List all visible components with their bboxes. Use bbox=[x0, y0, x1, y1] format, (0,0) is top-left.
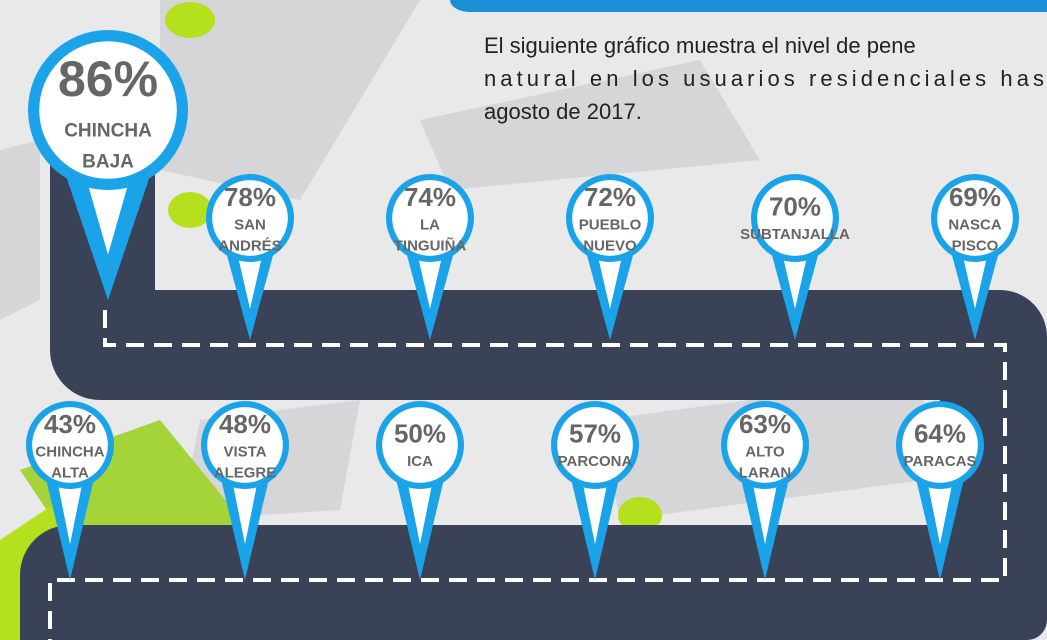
pin: 70% SUBTANJALLA bbox=[740, 174, 850, 340]
pin-name: LARAN bbox=[739, 464, 792, 481]
pin-face bbox=[572, 180, 648, 256]
intro-line: agosto de 2017. bbox=[484, 99, 642, 124]
pin-pointer-inner bbox=[961, 251, 989, 309]
pin: 86% CHINCHA BAJA bbox=[28, 30, 188, 300]
pin-name: ALTO bbox=[745, 443, 785, 460]
pin: 72% PUEBLO NUEVO bbox=[566, 174, 654, 340]
pin-value: 50% bbox=[394, 418, 446, 448]
pin-name: ALEGRE bbox=[214, 464, 277, 481]
pin-name: VISTA bbox=[223, 443, 266, 460]
pin-name: LA bbox=[420, 216, 440, 233]
pin-name: BAJA bbox=[82, 152, 134, 173]
pin-pointer-inner bbox=[751, 478, 779, 545]
pin-pointer-inner bbox=[83, 170, 133, 255]
pin-name: NUEVO bbox=[583, 237, 637, 254]
pin-name: SUBTANJALLA bbox=[740, 226, 850, 243]
dashed-route bbox=[48, 310, 1007, 640]
pin-name: PUEBLO bbox=[579, 216, 642, 233]
pin: 69% NASCA PISCO bbox=[931, 174, 1019, 340]
pin-face bbox=[392, 180, 468, 256]
pin: 64% PARACAS bbox=[896, 401, 984, 580]
pin-value: 74% bbox=[404, 182, 456, 212]
pin-value: 86% bbox=[58, 51, 158, 107]
pin: 48% VISTA ALEGRE bbox=[201, 401, 289, 580]
pin-name: TINGUIÑA bbox=[394, 236, 467, 254]
pin-name: ICA bbox=[407, 453, 433, 470]
pin-face bbox=[32, 407, 108, 483]
pin-face bbox=[757, 180, 833, 256]
pin: 50% ICA bbox=[376, 401, 464, 580]
pin-name: SAN bbox=[234, 216, 266, 233]
pin-value: 63% bbox=[739, 409, 791, 439]
pin-pointer-inner bbox=[236, 251, 264, 309]
pin-pointer-inner bbox=[56, 478, 84, 545]
pin-value: 70% bbox=[769, 191, 821, 221]
pin-name: ANDRÉS bbox=[218, 237, 281, 254]
pin-face bbox=[39, 41, 177, 179]
pin-name: PISCO bbox=[952, 237, 999, 254]
pin: 43% CHINCHA ALTA bbox=[26, 401, 114, 580]
pin-pointer-inner bbox=[781, 251, 809, 309]
pin-pointer-inner bbox=[926, 478, 954, 545]
pin-value: 48% bbox=[219, 409, 271, 439]
pin-value: 43% bbox=[44, 409, 96, 439]
intro-line: El siguiente gráfico muestra el nivel de… bbox=[484, 33, 916, 58]
header-bar bbox=[450, 0, 1047, 12]
pin-value: 64% bbox=[914, 418, 966, 448]
pin-pointer-inner bbox=[581, 478, 609, 545]
pin-value: 72% bbox=[584, 182, 636, 212]
pin: 78% SAN ANDRÉS bbox=[206, 174, 294, 340]
pin-pointer-inner bbox=[406, 478, 434, 545]
pin-value: 69% bbox=[949, 182, 1001, 212]
pins: 86%CHINCHABAJA78%SANANDRÉS74%LATINGUIÑA7… bbox=[26, 30, 1019, 580]
pin-pointer-inner bbox=[596, 251, 624, 309]
pin-face bbox=[207, 407, 283, 483]
pin-value: 57% bbox=[569, 418, 621, 448]
pin: 63% ALTO LARAN bbox=[721, 401, 809, 580]
pin-face bbox=[557, 407, 633, 483]
pin-face bbox=[937, 180, 1013, 256]
pin-pointer-inner bbox=[231, 478, 259, 545]
pin-name: CHINCHA bbox=[35, 443, 104, 460]
pin-name: ALTA bbox=[51, 464, 89, 481]
pin: 74% LA TINGUIÑA bbox=[386, 174, 474, 340]
road bbox=[20, 150, 1047, 640]
pin-face bbox=[727, 407, 803, 483]
pin-name: PARACAS bbox=[903, 453, 976, 470]
pin-name: PARCONA bbox=[558, 453, 633, 470]
pin-pointer-inner bbox=[416, 251, 444, 309]
pin-name: NASCA bbox=[948, 216, 1002, 233]
pin: 57% PARCONA bbox=[551, 401, 639, 580]
pin-face bbox=[212, 180, 288, 256]
pin-face bbox=[902, 407, 978, 483]
pin-value: 78% bbox=[224, 182, 276, 212]
pin-name: CHINCHA bbox=[64, 121, 152, 142]
pin-face bbox=[382, 407, 458, 483]
